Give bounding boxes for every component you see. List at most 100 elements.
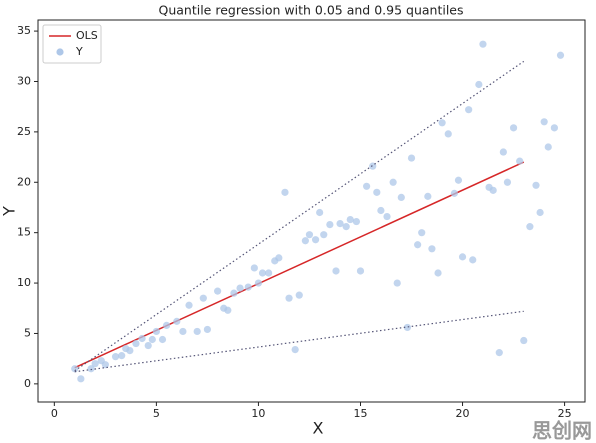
point (418, 229, 426, 237)
point (450, 189, 458, 197)
point (111, 353, 120, 361)
point (363, 182, 371, 190)
point (295, 291, 303, 299)
point (520, 336, 528, 345)
plot-frame (37, 19, 586, 403)
point (503, 178, 512, 186)
quantile-line (74, 60, 525, 372)
x-tick-label: 25 (558, 407, 572, 420)
point (173, 317, 181, 325)
point (383, 212, 391, 221)
y-tick-label: 35 (17, 24, 31, 37)
point (275, 254, 283, 262)
legend-label: Y (75, 45, 83, 58)
point (469, 256, 477, 264)
chart-title: Quantile regression with 0.05 and 0.95 q… (158, 3, 463, 18)
point (509, 124, 518, 132)
point (373, 188, 381, 196)
point (311, 236, 320, 244)
point (356, 267, 365, 275)
point (499, 148, 507, 156)
point (91, 360, 99, 368)
point (258, 269, 267, 277)
point (393, 279, 401, 287)
point (495, 349, 503, 357)
point (389, 178, 397, 186)
y-tick-label: 10 (17, 276, 31, 289)
point (214, 287, 222, 295)
x-tick-label: 0 (51, 407, 58, 420)
point (516, 157, 524, 165)
y-tick-label: 30 (17, 74, 31, 87)
point (532, 181, 540, 189)
point (526, 223, 534, 231)
y-tick-label: 5 (24, 326, 31, 339)
x-tick-label: 5 (153, 407, 160, 420)
point (291, 345, 299, 354)
point (458, 253, 467, 261)
point (346, 215, 354, 224)
point (203, 325, 212, 334)
point (118, 352, 126, 360)
point (265, 269, 273, 277)
point (158, 335, 167, 344)
point (424, 192, 432, 200)
point (126, 346, 134, 355)
point (326, 221, 334, 229)
point (77, 375, 85, 383)
point (87, 365, 95, 373)
y-tick-label: 0 (24, 377, 31, 390)
point (236, 284, 244, 292)
point (342, 223, 350, 231)
point (407, 154, 416, 162)
legend-marker (56, 48, 64, 56)
point (550, 124, 558, 132)
point (305, 231, 314, 239)
point (444, 130, 452, 138)
point (403, 323, 412, 332)
point (185, 301, 193, 309)
point (101, 361, 109, 369)
point (230, 289, 238, 297)
point (475, 80, 483, 89)
point (336, 219, 344, 228)
ols-line (74, 161, 525, 369)
point (162, 321, 171, 329)
point (556, 51, 565, 59)
point (148, 335, 156, 344)
y-tick-label: 20 (17, 175, 31, 188)
point (193, 327, 201, 336)
point (244, 283, 252, 291)
point (285, 294, 293, 302)
point (454, 176, 463, 184)
y-axis-label: Y (0, 206, 19, 217)
point (332, 267, 340, 275)
point (369, 162, 377, 170)
point (179, 327, 187, 336)
point (414, 241, 422, 249)
x-tick-label: 10 (251, 407, 265, 420)
point (479, 40, 487, 48)
point (320, 231, 328, 239)
point (540, 118, 548, 126)
point (377, 206, 385, 215)
point (544, 143, 552, 151)
point (138, 334, 146, 343)
point (144, 341, 152, 350)
point (199, 294, 207, 302)
y-tick-label: 25 (17, 125, 31, 138)
point (224, 306, 232, 314)
point (71, 365, 79, 373)
point (428, 245, 436, 253)
point (536, 208, 544, 217)
point (465, 106, 473, 114)
point (438, 119, 446, 127)
x-tick-label: 15 (353, 407, 367, 420)
watermark: 思创网 (532, 419, 592, 443)
x-axis-label: X (313, 419, 324, 438)
legend-label: OLS (76, 29, 98, 42)
point (132, 339, 140, 348)
point (301, 237, 309, 245)
